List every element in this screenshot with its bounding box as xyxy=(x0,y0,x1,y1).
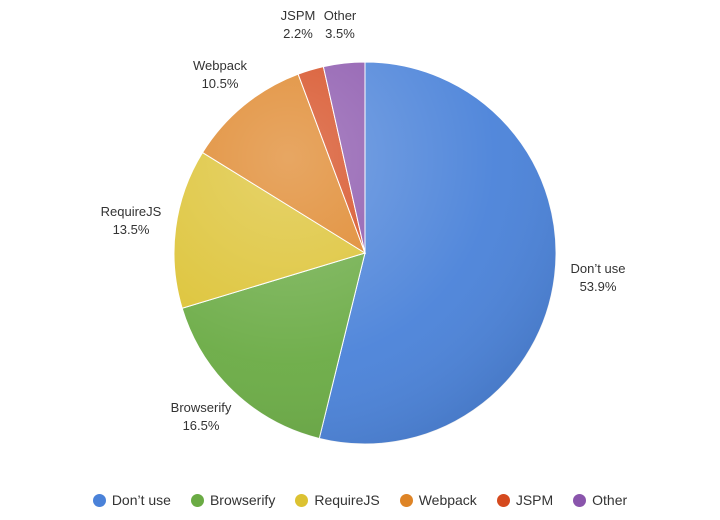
slice-label-value: 53.9% xyxy=(580,279,617,294)
slice-label-name: Browserify xyxy=(171,400,232,415)
slice-label-name: Other xyxy=(324,8,357,23)
legend-label: RequireJS xyxy=(314,492,380,508)
slice-label-name: Webpack xyxy=(193,58,247,73)
legend-item: Webpack xyxy=(399,492,477,508)
slice-label-value: 13.5% xyxy=(113,222,150,237)
legend-item: JSPM xyxy=(496,492,554,508)
legend-swatch xyxy=(190,493,204,507)
slice-label-value: 3.5% xyxy=(325,26,355,41)
legend-swatch xyxy=(496,493,510,507)
legend-label: Other xyxy=(592,492,628,508)
legend-item: Other xyxy=(573,492,627,508)
legend-item: Browserify xyxy=(190,492,276,508)
legend-swatch xyxy=(399,493,413,507)
legend-label: Webpack xyxy=(418,492,477,508)
legend-label: JSPM xyxy=(515,492,554,508)
legend-item: Don’t use xyxy=(92,492,171,508)
slice-label-name: JSPM xyxy=(281,8,316,23)
legend-swatch xyxy=(92,493,106,507)
legend-swatch xyxy=(295,493,309,507)
slice-labels: Don’t use 53.9% Browserify 16.5% RequireJS 13… xyxy=(101,8,626,433)
legend-item: RequireJS xyxy=(295,492,380,508)
legend: Don’t use Browserify RequireJS Webpack JSPM O… xyxy=(0,486,720,514)
slice-label-name: Don’t use xyxy=(571,261,626,276)
legend-label: Don’t use xyxy=(111,492,171,508)
pie-slices xyxy=(173,61,557,445)
slice-label-value: 2.2% xyxy=(283,26,313,41)
legend-label: Browserify xyxy=(209,492,276,508)
slice-label-value: 10.5% xyxy=(202,76,239,91)
legend-swatch xyxy=(573,493,587,507)
slice-label-name: RequireJS xyxy=(101,204,162,219)
slice-label-value: 16.5% xyxy=(183,418,220,433)
